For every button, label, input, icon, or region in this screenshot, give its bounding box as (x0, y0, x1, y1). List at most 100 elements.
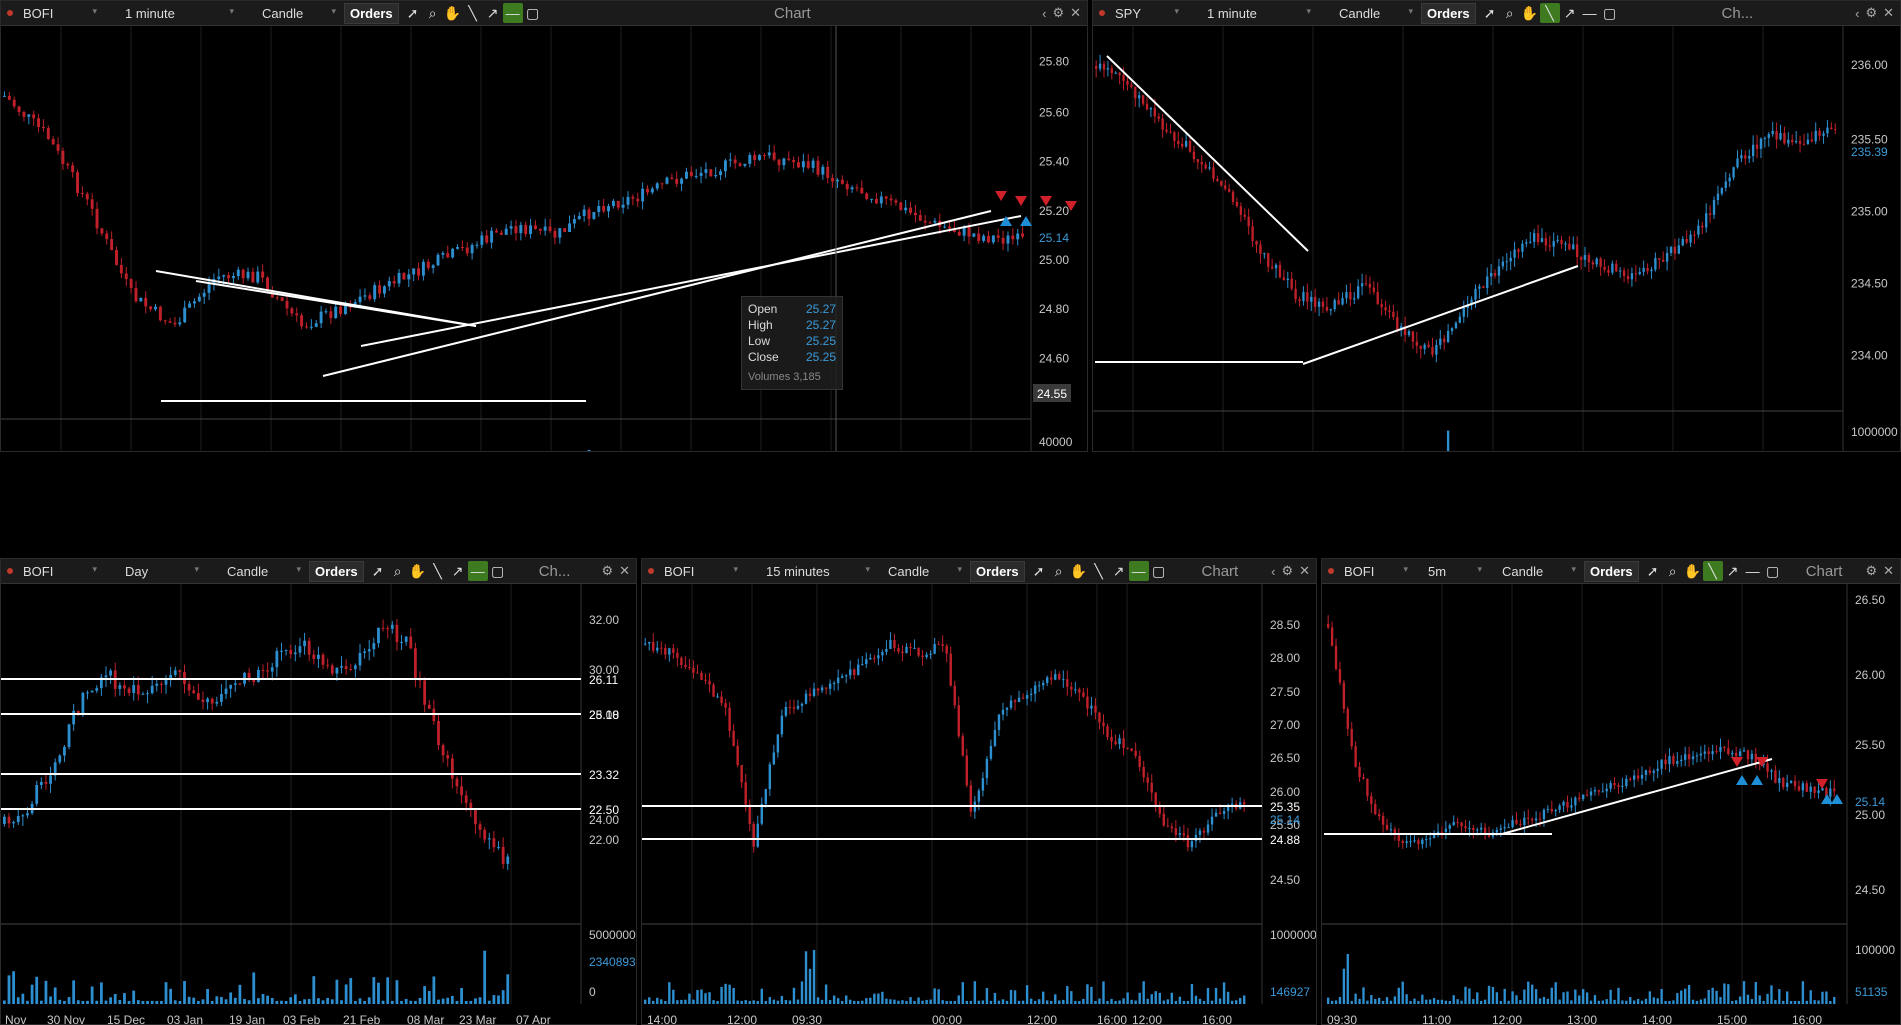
volume-bar (1789, 1000, 1793, 1004)
candle (1337, 300, 1340, 305)
volume-bar (933, 988, 936, 1004)
horizontal-line-icon[interactable]: — (467, 561, 488, 581)
candle (1572, 244, 1575, 250)
orders-button[interactable]: Orders (1584, 560, 1639, 582)
trendline-icon[interactable]: ╲ (433, 562, 442, 579)
interval-selector[interactable]: 5m (1428, 564, 1490, 579)
interval-selector[interactable]: 1 minute (1207, 6, 1319, 21)
candle (321, 654, 325, 665)
symbol-selector[interactable]: BOFI (664, 564, 746, 579)
volume-bar (35, 976, 39, 1004)
settings-gear-icon[interactable]: ⚙ (1865, 563, 1878, 578)
zoom-icon[interactable]: ⌕ (1054, 562, 1063, 579)
arrow-line-icon[interactable]: ↗ (1112, 562, 1125, 579)
candle (1138, 755, 1141, 767)
cursor-icon[interactable]: ➚ (406, 4, 419, 21)
close-icon[interactable]: ✕ (1883, 5, 1894, 20)
cursor-icon[interactable]: ➚ (371, 562, 384, 579)
zoom-icon[interactable]: ⌕ (393, 562, 402, 579)
hand-pan-icon[interactable]: ✋ (1069, 562, 1088, 579)
interval-selector[interactable]: Day (125, 564, 207, 579)
close-icon[interactable]: ✕ (1883, 563, 1894, 578)
rectangle-icon[interactable]: ▢ (1603, 4, 1617, 21)
volume-bar (953, 1000, 956, 1004)
candle (1226, 806, 1230, 812)
arrow-line-icon[interactable]: ↗ (486, 4, 499, 21)
m5-price-chart[interactable]: 26.50 26.00 25.50 25.00 24.50 25.14 100000 5113… (1322, 584, 1901, 1025)
horizontal-line-icon[interactable]: — (1582, 5, 1597, 21)
horizontal-line-icon[interactable]: — (1128, 561, 1149, 581)
collapse-icon[interactable]: ‹ (1271, 563, 1276, 579)
cursor-icon[interactable]: ➚ (1483, 4, 1496, 21)
candle (303, 640, 306, 647)
chart-type-selector[interactable]: Candle (1339, 6, 1421, 21)
trendline-icon[interactable]: ╲ (1094, 562, 1103, 579)
arrow-line-icon[interactable]: ↗ (1563, 4, 1576, 21)
hand-pan-icon[interactable]: ✋ (1683, 562, 1702, 579)
orders-button[interactable]: Orders (1421, 2, 1476, 24)
orders-button[interactable]: Orders (309, 560, 364, 582)
orders-button[interactable]: Orders (970, 560, 1025, 582)
orders-button[interactable]: Orders (344, 2, 399, 24)
horizontal-line-icon[interactable]: — (1745, 563, 1760, 579)
symbol-selector[interactable]: BOFI (23, 6, 105, 21)
hand-pan-icon[interactable]: ✋ (1520, 4, 1539, 21)
cursor-icon[interactable]: ➚ (1032, 562, 1045, 579)
rectangle-icon[interactable]: ▢ (491, 562, 505, 579)
hand-pan-icon[interactable]: ✋ (408, 562, 427, 579)
zoom-icon[interactable]: ⌕ (1505, 4, 1514, 21)
interval-selector[interactable]: 1 minute (125, 6, 242, 21)
m15-price-chart[interactable]: 28.50 28.00 27.50 27.00 26.50 26.00 25.50 24.50… (642, 584, 1317, 1025)
candle (21, 815, 25, 817)
spy-price-chart[interactable]: 236.00 235.50 235.00 234.50 234.00 235.39 1000… (1093, 26, 1901, 452)
symbol-selector[interactable]: SPY (1115, 6, 1187, 21)
volume-bar (1664, 1000, 1667, 1004)
candle (1497, 266, 1501, 276)
rectangle-icon[interactable]: ▢ (1766, 562, 1780, 579)
candle (1110, 68, 1113, 74)
settings-gear-icon[interactable]: ⚙ (601, 563, 614, 578)
cursor-icon[interactable]: ➚ (1646, 562, 1659, 579)
chart-type-selector[interactable]: Candle (888, 564, 970, 579)
volume-bar (836, 998, 840, 1004)
daily-price-chart[interactable]: 32.00 30.00 28.00 24.00 22.00 26.11 25.18 23.32… (1, 584, 637, 1025)
rectangle-icon[interactable]: ▢ (1152, 562, 1166, 579)
candle (1392, 311, 1395, 318)
volume-bar (1597, 1000, 1601, 1004)
candle (188, 303, 192, 308)
symbol-selector[interactable]: BOFI (23, 564, 105, 579)
close-icon[interactable]: ✕ (1070, 5, 1081, 20)
candle (748, 154, 752, 164)
candle (664, 647, 667, 655)
chart-type-selector[interactable]: Candle (262, 6, 344, 21)
close-icon[interactable]: ✕ (1299, 563, 1310, 578)
zoom-icon[interactable]: ⌕ (428, 4, 437, 21)
candle (295, 313, 299, 316)
trendline-icon[interactable]: ╲ (1702, 561, 1723, 581)
chart-type-selector[interactable]: Candle (1502, 564, 1584, 579)
hand-pan-icon[interactable]: ✋ (443, 4, 462, 21)
trendline-icon[interactable]: ╲ (468, 4, 477, 21)
main-price-chart[interactable]: 25.80 25.60 25.40 25.20 25.00 24.80 24.60 25.14… (1, 26, 1088, 452)
collapse-icon[interactable]: ‹ (1042, 5, 1047, 21)
symbol-selector[interactable]: BOFI (1344, 564, 1416, 579)
collapse-icon[interactable]: ‹ (1855, 5, 1860, 21)
arrow-line-icon[interactable]: ↗ (1726, 562, 1739, 579)
close-icon[interactable]: ✕ (619, 563, 630, 578)
candle (1758, 762, 1761, 765)
trendline-icon[interactable]: ╲ (1539, 3, 1560, 23)
candle (220, 694, 223, 702)
horizontal-line-icon[interactable]: — (502, 3, 523, 23)
arrow-line-icon[interactable]: ↗ (451, 562, 464, 579)
settings-gear-icon[interactable]: ⚙ (1281, 563, 1294, 578)
candle (1487, 834, 1491, 837)
settings-gear-icon[interactable]: ⚙ (1865, 5, 1878, 20)
volume-bar (804, 951, 808, 1004)
rectangle-icon[interactable]: ▢ (526, 4, 540, 21)
interval-selector[interactable]: 15 minutes (766, 564, 878, 579)
settings-gear-icon[interactable]: ⚙ (1052, 5, 1065, 20)
chart-type-selector[interactable]: Candle (227, 564, 309, 579)
zoom-icon[interactable]: ⌕ (1668, 562, 1677, 579)
candle (948, 226, 951, 229)
candle (1267, 253, 1270, 267)
